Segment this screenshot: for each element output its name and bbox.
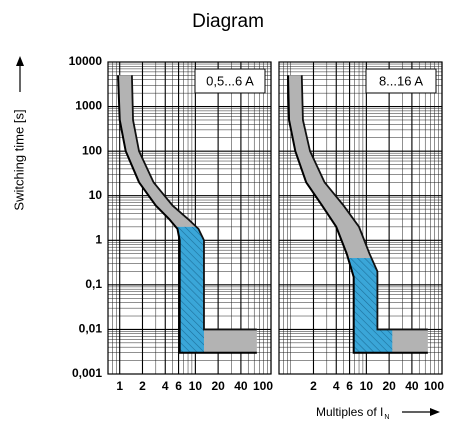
highlight-hatch [348, 258, 393, 353]
y-tick-label: 1000 [75, 99, 102, 113]
x-tick-label: 2 [139, 379, 146, 393]
x-tick-label: 4 [162, 379, 169, 393]
plot-frame [107, 61, 272, 375]
x-tick-label: 1 [116, 379, 123, 393]
y-tick-label: 100 [82, 143, 102, 157]
y-tick-label: 0,1 [85, 277, 102, 291]
upper-boundary [300, 75, 428, 331]
axis-arrow-head [430, 408, 440, 416]
upper-boundary [131, 75, 257, 331]
x-tick-label: 100 [424, 379, 444, 393]
x-tick-label: 40 [405, 379, 419, 393]
x-tick-label: 40 [234, 379, 248, 393]
x-axis-label: Multiples of I [316, 405, 383, 419]
y-tick-label: 0,01 [79, 322, 103, 336]
x-tick-label: 20 [211, 379, 225, 393]
lower-boundary [117, 75, 257, 354]
x-tick-label: 20 [382, 379, 396, 393]
x-tick-label: 10 [189, 379, 203, 393]
x-tick-label: 10 [360, 379, 374, 393]
highlight-hatch [175, 226, 204, 353]
panel-label: 0,5...6 A [206, 73, 254, 88]
plot-frame [278, 61, 443, 375]
x-tick-label: 6 [175, 379, 182, 393]
y-axis-label: Switching time [s] [11, 109, 26, 210]
lower-boundary [286, 75, 428, 354]
y-tick-label: 0,001 [72, 366, 102, 380]
y-tick-label: 1 [95, 232, 102, 246]
chart-title: Diagram [192, 11, 264, 32]
x-tick-label: 100 [253, 379, 273, 393]
panel-label: 8...16 A [379, 73, 423, 88]
y-tick-label: 10 [89, 188, 103, 202]
x-tick-label: 2 [310, 379, 317, 393]
y-tick-label: 10000 [69, 54, 103, 68]
x-tick-label: 6 [346, 379, 353, 393]
x-tick-label: 4 [333, 379, 340, 393]
panel-label-box [194, 68, 266, 94]
panel-label-box [365, 68, 437, 94]
x-axis-label-sub: N [384, 414, 389, 421]
axis-arrow-head [16, 56, 24, 66]
